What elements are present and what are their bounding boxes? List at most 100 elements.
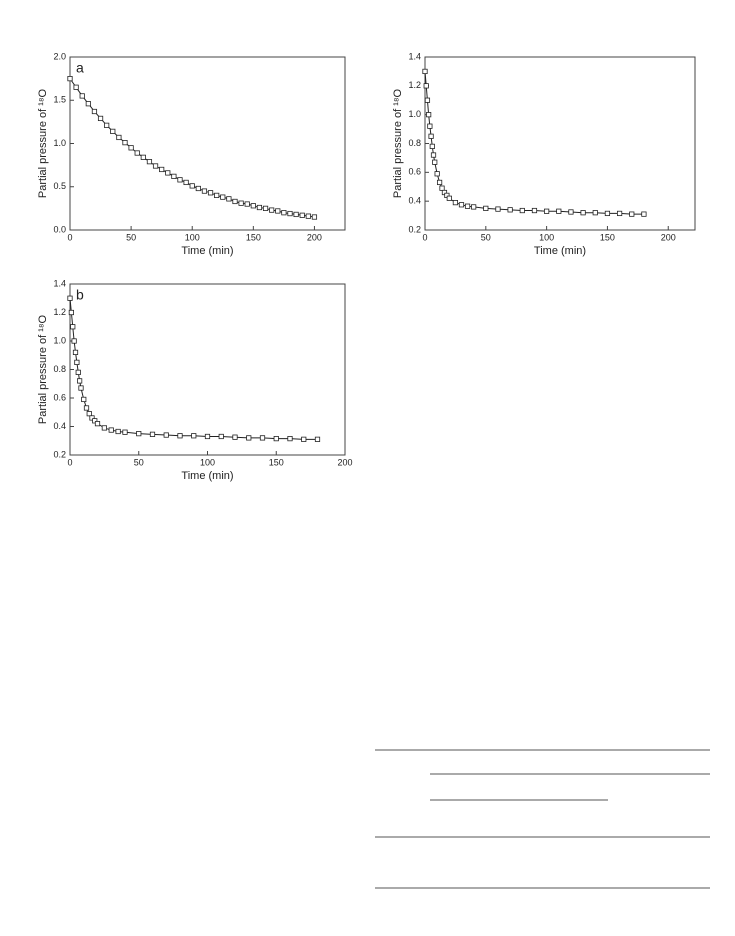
marker [177,433,183,439]
y-tick-label: 1.0 [408,109,421,119]
marker [159,166,165,173]
marker [430,152,437,158]
marker [140,154,146,160]
marker [616,210,623,217]
marker [426,112,432,118]
x-tick-label: 200 [307,232,322,242]
y-tick-label: 1.0 [53,335,66,345]
marker [115,428,121,435]
y-axis-label: Partial pressure of ¹⁸O [392,88,404,198]
marker [214,192,220,198]
chart: 0 50 100 150 200 0.0 0.5 1.0 1.5 2.0 Time (min) Par… [37,51,346,257]
y-tick-label: 0.4 [408,196,421,206]
marker [287,436,293,442]
marker [81,396,87,403]
y-tick-label: 0.4 [53,421,66,431]
x-tick-label: 50 [126,232,136,242]
marker [629,211,635,217]
marker [201,188,208,194]
x-tick-label: 0 [422,232,427,242]
x-axis-label: Time (min) [181,470,233,482]
fit-line [69,78,315,218]
marker [134,150,140,156]
y-tick-label: 1.5 [53,95,66,105]
marker [580,210,586,216]
chart: 0 50 100 150 200 0.2 0.4 0.6 0.8 1.0 1.2 1.4 Time (m… [392,51,696,257]
marker [423,83,429,89]
marker [149,431,156,437]
y-tick-label: 1.4 [53,278,66,288]
marker [293,211,299,218]
marker [68,309,74,316]
marker [77,378,83,384]
marker [108,427,114,433]
marker [226,196,232,202]
y-axis-label: Partial pressure of ¹⁸O [37,314,49,424]
marker [104,122,110,128]
x-tick-label: 0 [67,457,72,467]
marker [74,359,80,365]
y-tick-label: 0.6 [53,392,66,402]
marker [464,203,471,209]
x-tick-label: 0 [67,232,72,242]
marker [232,434,238,440]
fit-line [424,71,644,215]
marker [220,194,226,200]
marker [439,185,445,191]
marker [281,210,287,216]
x-tick-label: 150 [246,232,261,242]
marker [136,431,142,437]
marker [70,324,76,330]
marker [204,433,211,440]
marker [83,405,90,411]
marker [75,369,81,375]
y-tick-label: 0.2 [408,224,421,234]
marker [592,210,598,216]
x-tick-label: 50 [134,457,144,467]
marker [314,436,321,442]
marker [232,198,238,205]
y-tick-label: 1.2 [408,80,421,90]
chart: 0 50 100 150 200 0.2 0.4 0.6 0.8 1.0 1.2 1.4 Time (m… [37,278,353,482]
marker [163,432,169,438]
marker [299,212,305,218]
marker [531,207,538,214]
marker [110,128,116,134]
marker [262,205,269,211]
marker [275,208,281,214]
plot-frame [69,56,346,231]
marker [189,183,195,189]
marker [89,415,95,421]
marker [128,145,134,151]
marker [250,203,256,209]
marker [97,115,104,122]
marker [287,210,293,217]
marker [446,195,452,201]
y-tick-label: 0.8 [53,364,66,374]
marker [259,435,266,441]
marker [452,200,459,206]
x-tick-label: 200 [337,457,352,467]
marker [428,133,434,139]
marker [519,207,525,214]
marker [556,208,562,214]
y-tick-label: 1.4 [408,51,421,61]
y-tick-label: 0.8 [408,138,421,148]
marker [246,435,252,441]
marker [177,177,183,183]
marker [424,97,431,103]
y-tick-label: 0.2 [53,449,66,459]
marker [305,213,311,219]
marker [238,200,244,206]
y-tick-label: 0.5 [53,181,66,191]
marker [67,295,73,301]
marker [122,429,128,435]
marker [458,202,465,208]
marker [422,68,428,75]
marker [218,433,224,440]
marker [146,159,153,165]
marker [436,179,443,186]
marker [71,338,77,344]
marker [641,211,647,217]
marker [67,76,73,82]
